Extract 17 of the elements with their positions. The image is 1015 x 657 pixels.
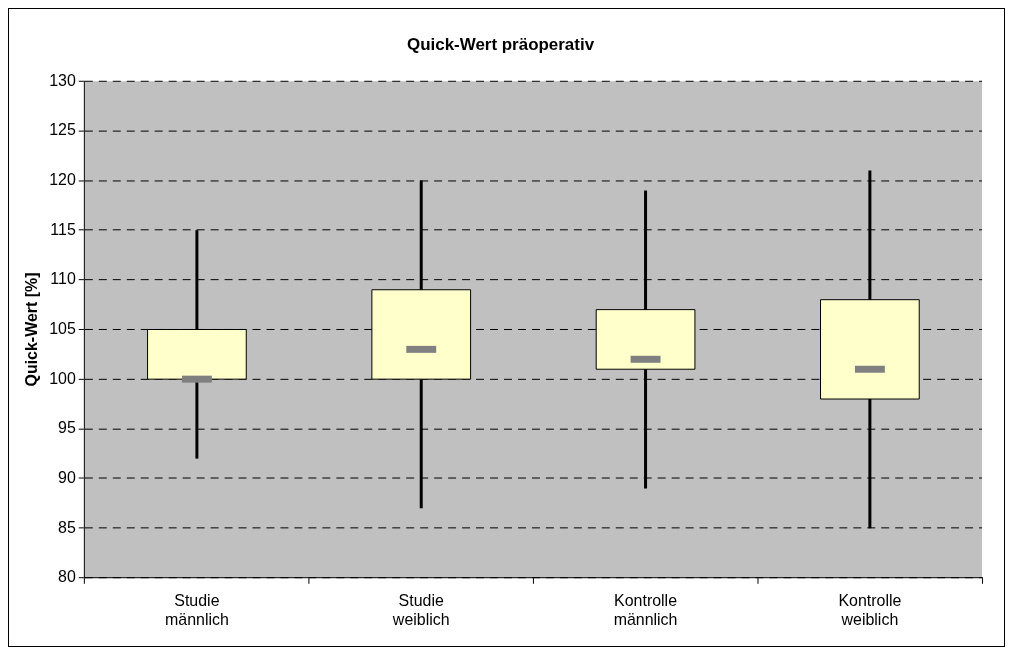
x-tick-label: Kontrolle weiblich bbox=[838, 591, 902, 628]
y-tick-label: 130 bbox=[49, 71, 76, 89]
x-tick-label: Studie weiblich bbox=[391, 591, 450, 628]
y-tick-label: 125 bbox=[49, 121, 76, 139]
y-tick-label: 105 bbox=[49, 319, 76, 337]
y-axis-title: Quick-Wert [%] bbox=[22, 272, 40, 387]
y-tick-label: 110 bbox=[50, 270, 76, 288]
x-tick-label: Kontrolle männlich bbox=[613, 591, 678, 628]
y-tick-label: 115 bbox=[50, 220, 76, 238]
x-tick-label: Studie männlich bbox=[165, 591, 229, 628]
y-tick-label: 90 bbox=[58, 468, 76, 486]
y-tick-label: 95 bbox=[58, 419, 76, 437]
chart-title: Quick-Wert präoperativ bbox=[406, 34, 595, 54]
y-tick-label: 120 bbox=[49, 170, 76, 188]
y-tick-label: 85 bbox=[58, 518, 76, 536]
y-tick-label: 100 bbox=[49, 369, 76, 387]
y-tick-label: 80 bbox=[58, 568, 76, 586]
